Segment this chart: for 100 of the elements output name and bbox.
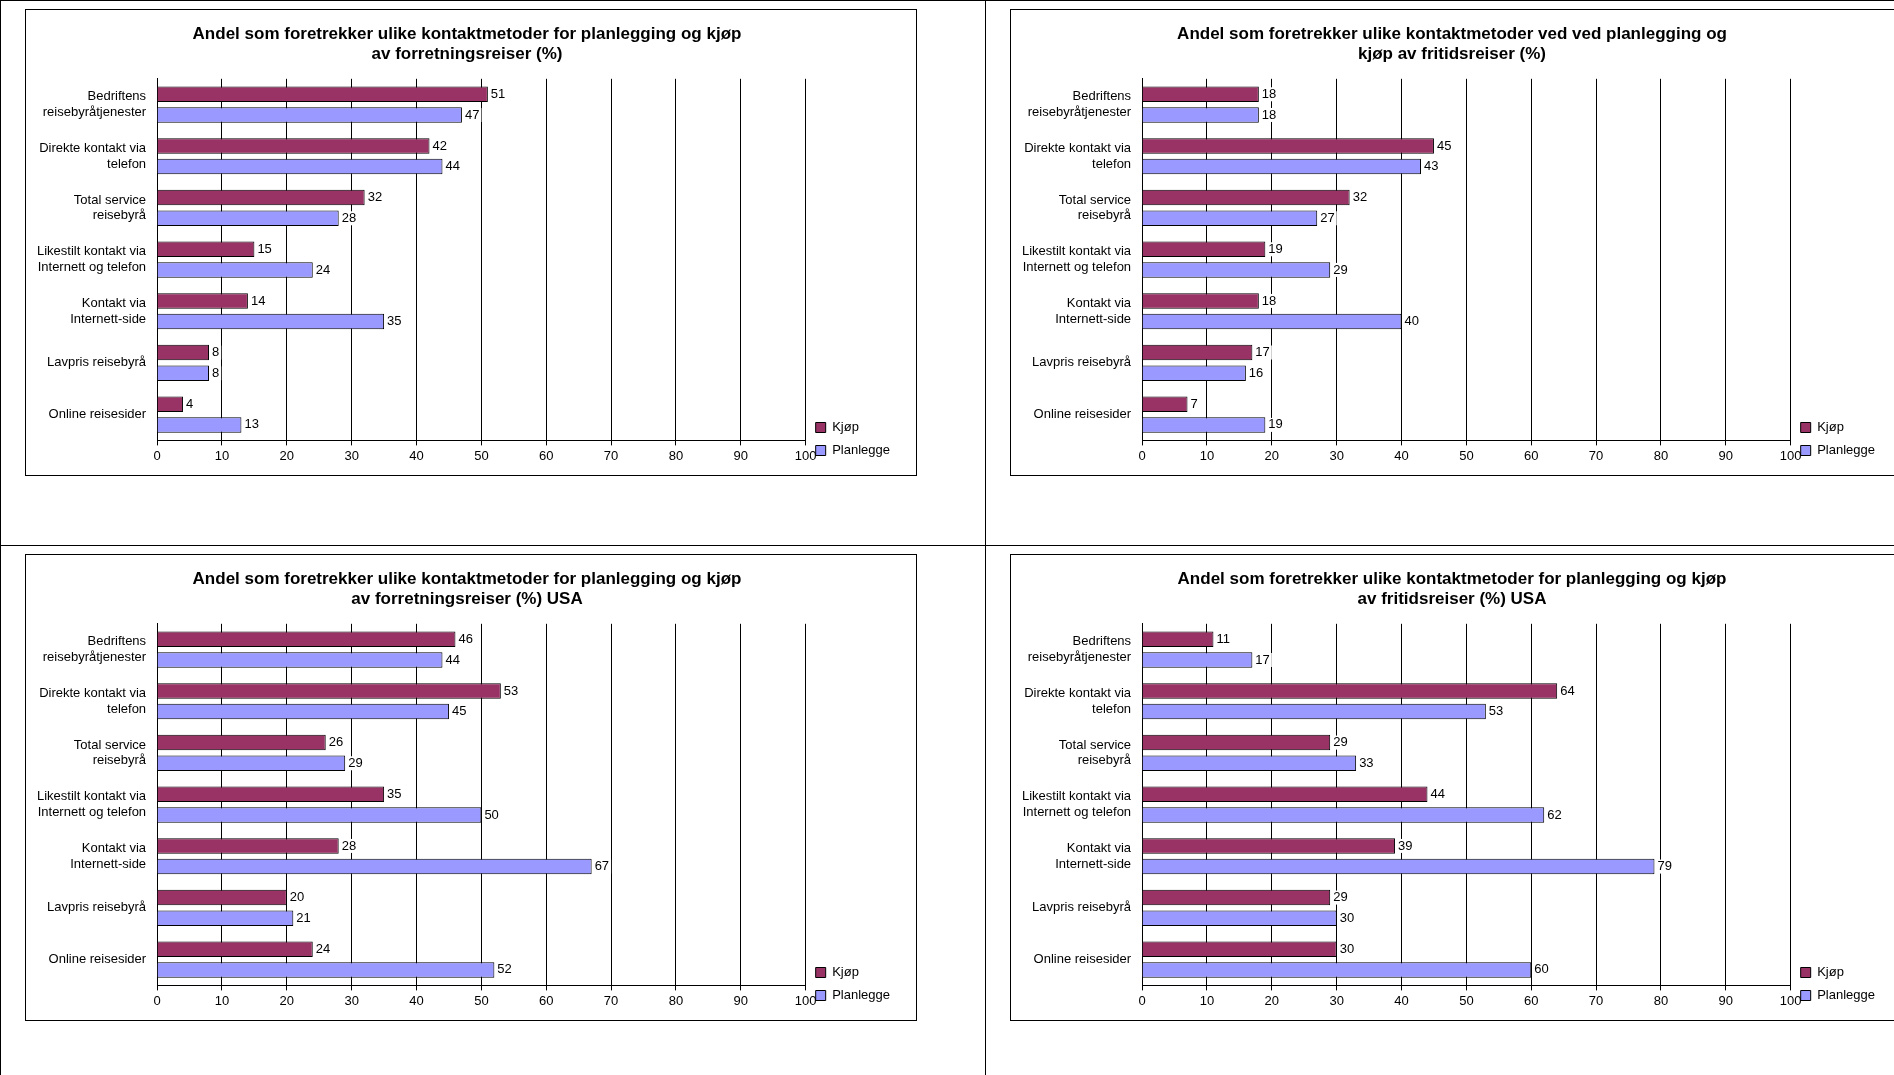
x-tick-label: 20: [279, 992, 295, 1008]
x-tick-label: 30: [1329, 447, 1344, 463]
data-label: 50: [484, 806, 499, 822]
data-label: 19: [1268, 240, 1283, 256]
x-tick-label: 60: [539, 992, 554, 1008]
data-label: 26: [328, 734, 344, 750]
x-tick-label: 80: [668, 992, 684, 1008]
data-label: 60: [1534, 961, 1549, 977]
x-tick-label: 100: [1779, 992, 1802, 1008]
x-tick-label: 70: [1588, 447, 1604, 463]
x-tick-label: 60: [1524, 992, 1539, 1008]
y-tick-label: Total service reisebyrå: [1058, 736, 1132, 768]
x-tick-label: 40: [409, 992, 424, 1008]
x-tick-label: 100: [794, 447, 817, 463]
chart-title: Andel som foretrekker ulike kontaktmetoder for planlegging og kjøp av forretningsreiser (%) USA: [192, 568, 742, 609]
x-tick-label: 80: [1653, 447, 1669, 463]
legend-label: Planlegge: [1817, 442, 1875, 458]
data-label: 17: [1255, 344, 1270, 360]
data-label: 19: [1268, 416, 1283, 432]
x-tick-label: 80: [1653, 992, 1669, 1008]
data-label: 18: [1261, 85, 1277, 101]
legend-label: Planlegge: [832, 442, 890, 458]
data-label: 21: [296, 909, 311, 925]
x-tick-label: 90: [1718, 992, 1734, 1008]
x-tick-label: 90: [1718, 447, 1734, 463]
chart-title: Andel som foretrekker ulike kontaktmetoder for planlegging og kjøp av forretningsreiser (%): [192, 23, 742, 64]
data-label: 17: [1255, 651, 1270, 667]
data-label: 28: [341, 209, 357, 225]
x-tick-label: 50: [474, 992, 489, 1008]
y-tick-label: Direkte kontakt via telefon: [1024, 685, 1132, 716]
y-tick-label: Bedriftens reisebyråtjenester: [1027, 88, 1132, 120]
data-label: 46: [458, 630, 473, 646]
y-tick-label: Likestilt kontakt via Internett og telefon: [1021, 788, 1132, 819]
data-label: 29: [348, 754, 363, 770]
x-tick-label: 70: [1588, 992, 1604, 1008]
data-label: 62: [1547, 806, 1562, 822]
x-tick-label: 60: [539, 447, 554, 463]
data-label: 39: [1398, 837, 1413, 853]
y-tick-label: Total service reisebyrå: [73, 191, 147, 223]
legend-label: Kjøp: [1817, 964, 1844, 980]
x-tick-label: 90: [733, 992, 749, 1008]
y-tick-label: Online reisesider: [48, 951, 147, 967]
y-tick-label: Bedriftens reisebyråtjenester: [42, 633, 147, 665]
chart-title: Andel som foretrekker ulike kontaktmetoder ved ved planlegging og kjøp av fritidsreiser (%): [1177, 23, 1727, 64]
data-label: 32: [1352, 189, 1368, 205]
data-label: 16: [1248, 364, 1264, 380]
x-tick-label: 20: [1264, 992, 1280, 1008]
y-tick-label: Kontakt via Internett-side: [70, 840, 147, 871]
x-tick-label: 50: [1459, 447, 1474, 463]
data-label: 30: [1339, 909, 1355, 925]
x-tick-label: 0: [1138, 447, 1146, 463]
y-tick-label: Online reisesider: [48, 406, 147, 422]
data-label: 8: [211, 344, 220, 360]
data-label: 43: [1423, 158, 1439, 174]
data-label: 47: [464, 106, 480, 122]
x-tick-label: 40: [1394, 992, 1409, 1008]
data-label: 29: [1333, 734, 1348, 750]
data-label: 35: [387, 313, 402, 329]
data-label: 7: [1190, 395, 1198, 411]
x-tick-label: 30: [344, 992, 359, 1008]
data-label: 40: [1404, 313, 1419, 329]
data-label: 44: [1430, 785, 1445, 801]
x-tick-label: 10: [214, 447, 230, 463]
x-tick-label: 20: [279, 447, 295, 463]
x-tick-label: 70: [603, 447, 619, 463]
y-tick-label: Total service reisebyrå: [73, 736, 147, 768]
data-label: 44: [445, 158, 460, 174]
x-tick-label: 10: [1199, 992, 1215, 1008]
x-tick-label: 100: [1779, 447, 1802, 463]
data-label: 67: [594, 858, 610, 874]
y-tick-label: Direkte kontakt via telefon: [39, 685, 147, 716]
x-tick-label: 90: [733, 447, 749, 463]
data-label: 27: [1320, 209, 1335, 225]
data-label: 11: [1216, 630, 1230, 646]
y-tick-label: Lavpris reisebyrå: [47, 354, 147, 370]
y-tick-label: Lavpris reisebyrå: [47, 899, 147, 915]
data-label: 20: [289, 889, 305, 905]
legend-label: Planlegge: [1817, 987, 1875, 1003]
y-tick-label: Direkte kontakt via telefon: [1024, 140, 1132, 171]
y-tick-label: Bedriftens reisebyråtjenester: [42, 88, 147, 120]
data-label: 18: [1261, 106, 1277, 122]
data-label: 35: [387, 785, 402, 801]
data-label: 24: [315, 940, 331, 956]
legend-label: Planlegge: [832, 987, 890, 1003]
x-tick-label: 50: [474, 447, 489, 463]
x-tick-label: 30: [344, 447, 359, 463]
data-label: 14: [250, 292, 266, 308]
y-tick-label: Likestilt kontakt via Internett og telefon: [1021, 243, 1132, 274]
data-label: 45: [1436, 137, 1452, 153]
x-tick-label: 60: [1524, 447, 1539, 463]
chart-title: Andel som foretrekker ulike kontaktmetoder for planlegging og kjøp av fritidsreiser (%) USA: [1177, 568, 1727, 609]
data-label: 30: [1339, 940, 1355, 956]
data-label: 51: [490, 85, 506, 101]
x-tick-label: 10: [1199, 447, 1215, 463]
data-label: 45: [451, 703, 467, 719]
y-tick-label: Lavpris reisebyrå: [1032, 899, 1132, 915]
y-tick-label: Online reisesider: [1033, 951, 1132, 967]
legend-label: Kjøp: [832, 419, 859, 435]
x-tick-label: 80: [668, 447, 684, 463]
x-tick-label: 70: [603, 992, 619, 1008]
